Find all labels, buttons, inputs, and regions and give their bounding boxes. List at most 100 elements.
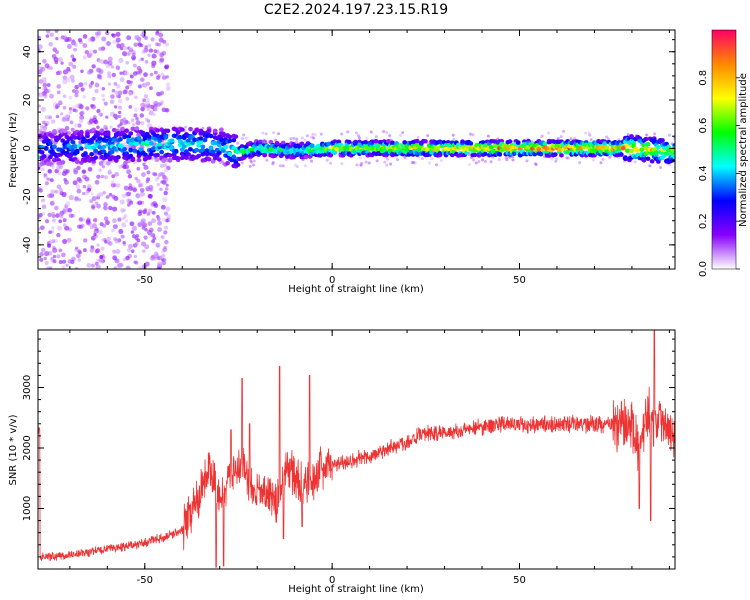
spectrogram-noise-dot	[125, 85, 130, 90]
spectrogram-ridge-cell	[262, 152, 268, 158]
spectrogram-noise-dot	[88, 118, 94, 124]
spectrogram-noise-dot	[159, 163, 165, 168]
spectrogram-ridge-cell	[472, 152, 478, 158]
spectrogram-noise-dot	[162, 39, 167, 44]
spectrogram-noise-dot	[99, 255, 104, 259]
spectrogram-noise-dot	[74, 84, 79, 90]
spectrogram-noise-dot	[277, 132, 281, 136]
spectrogram-noise-dot	[143, 72, 148, 78]
spectrogram-noise-dot	[369, 130, 373, 134]
spectrogram-noise-dot	[122, 117, 127, 122]
spectrogram-noise-dot	[80, 87, 85, 92]
spectrogram-noise-dot	[71, 64, 77, 69]
spectrogram-noise-dot	[60, 112, 64, 116]
spectrogram-noise-dot	[540, 135, 544, 139]
spectrogram-noise-dot	[48, 266, 53, 269]
spectrogram-noise-dot	[155, 75, 161, 80]
spectrogram-noise-dot	[56, 232, 61, 238]
colorbar-tick-label: 0.8	[698, 70, 709, 86]
spectrogram-noise-dot	[43, 256, 47, 261]
spectrogram-noise-dot	[533, 162, 537, 166]
spectrogram-ridge-cell	[414, 138, 420, 144]
spectrogram-noise-dot	[139, 187, 145, 193]
spectrogram-noise-dot	[70, 54, 75, 59]
spectrogram-noise-dot	[103, 101, 108, 106]
spectrogram-noise-dot	[617, 137, 621, 141]
spectrogram-ridge-cell	[210, 149, 216, 155]
spectrogram-noise-dot	[130, 118, 135, 123]
spectrogram-ridge-cell	[303, 154, 309, 160]
spectrogram-noise-dot	[58, 248, 63, 253]
spectrogram-noise-dot	[103, 59, 109, 65]
spectrogram-xlabel: Height of straight line (km)	[288, 284, 424, 295]
spectrogram-ridge-cell	[221, 133, 226, 138]
spectrogram-noise-dot	[107, 71, 112, 76]
spectrogram-noise-dot	[163, 163, 168, 168]
spectrogram-noise-dot	[159, 102, 163, 106]
spectrogram-noise-dot	[452, 137, 456, 141]
x-tick-label: 50	[513, 275, 526, 286]
spectrogram-noise-dot	[91, 204, 96, 209]
spectrogram-ridge-cell	[138, 147, 144, 152]
spectrogram-noise-dot	[45, 30, 51, 34]
spectrogram-noise-dot	[128, 183, 132, 187]
spectrogram-noise-dot	[525, 159, 529, 163]
spectrogram-noise-dot	[140, 107, 145, 112]
spectrogram-noise-dot	[62, 238, 68, 244]
spectrogram-noise-dot	[132, 187, 138, 193]
spectrogram-noise-dot	[72, 57, 76, 62]
spectrogram-noise-dot	[94, 88, 99, 94]
spectrogram-noise-dot	[148, 48, 154, 53]
spectrogram-noise-dot	[162, 258, 167, 262]
spectrogram-noise-dot	[117, 124, 121, 128]
spectrogram-noise-dot	[132, 52, 136, 56]
spectrogram-noise-dot	[106, 41, 112, 46]
spectrogram-noise-dot	[92, 49, 98, 54]
spectrogram-noise-dot	[90, 192, 94, 196]
spectrogram-noise-dot	[50, 189, 56, 195]
spectrogram-noise-dot	[106, 240, 111, 245]
spectrogram-noise-dot	[161, 75, 167, 80]
spectrogram-noise-dot	[88, 85, 93, 89]
spectrogram-noise-dot	[101, 87, 106, 91]
spectrogram-noise-dot	[137, 265, 143, 269]
spectrogram-noise-dot	[66, 68, 72, 73]
spectrogram-noise-dot	[144, 228, 148, 232]
spectrogram-noise-dot	[159, 187, 163, 191]
spectrogram-noise-dot	[112, 255, 118, 261]
spectrogram-noise-dot	[160, 172, 165, 177]
spectrogram-noise-dot	[73, 196, 79, 202]
spectrogram-noise-dot	[69, 120, 74, 125]
spectrogram-noise-dot	[364, 160, 368, 164]
spectrogram-ridge-cell	[157, 142, 162, 147]
spectrogram-noise-dot	[40, 167, 45, 172]
spectrogram-noise-dot	[142, 162, 146, 166]
spectrogram-noise-dot	[147, 194, 152, 199]
spectrogram-ridge-cell	[111, 127, 117, 133]
spectrogram-noise-dot	[184, 125, 188, 129]
spectrogram-noise-dot	[165, 206, 171, 212]
spectrogram-noise-dot	[66, 237, 72, 243]
spectrogram-noise-dot	[47, 243, 52, 248]
spectrogram-noise-dot	[55, 36, 59, 41]
spectrogram-noise-dot	[82, 184, 87, 189]
spectrogram-ridge-cell	[538, 151, 544, 157]
x-tick-label: 0	[329, 275, 335, 286]
spectrogram-noise-dot	[58, 188, 63, 193]
spectrogram-marks	[38, 30, 675, 269]
spectrogram-ridge-cell	[402, 140, 408, 145]
spectrogram-noise-dot	[62, 94, 67, 99]
spectrogram-noise-dot	[111, 33, 116, 38]
spectrogram-ridge-cell	[148, 151, 154, 157]
spectrogram-noise-dot	[63, 207, 68, 212]
spectrogram-noise-dot	[128, 243, 134, 249]
spectrogram-noise-dot	[123, 45, 128, 51]
spectrogram-noise-dot	[474, 161, 478, 165]
spectrogram-noise-dot	[131, 55, 137, 61]
spectrogram-noise-dot	[162, 196, 168, 203]
spectrogram-noise-dot	[89, 248, 94, 253]
spectrogram-noise-dot	[530, 140, 534, 144]
spectrogram-ylabel: Frequency (Hz)	[8, 112, 19, 188]
spectrogram-ridge-cell	[282, 150, 288, 155]
spectrogram-noise-dot	[389, 162, 393, 166]
